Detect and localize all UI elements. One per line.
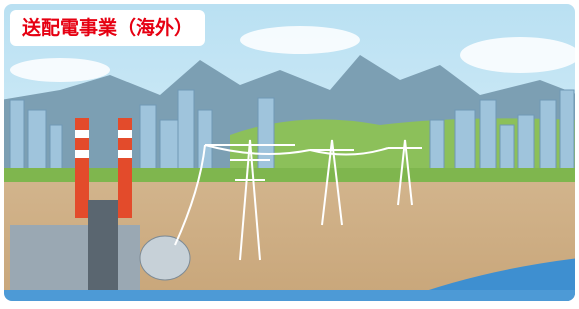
illustration-card: 送配電事業（海外） <box>0 0 579 305</box>
category-label: 送配電事業（海外） <box>10 10 205 46</box>
